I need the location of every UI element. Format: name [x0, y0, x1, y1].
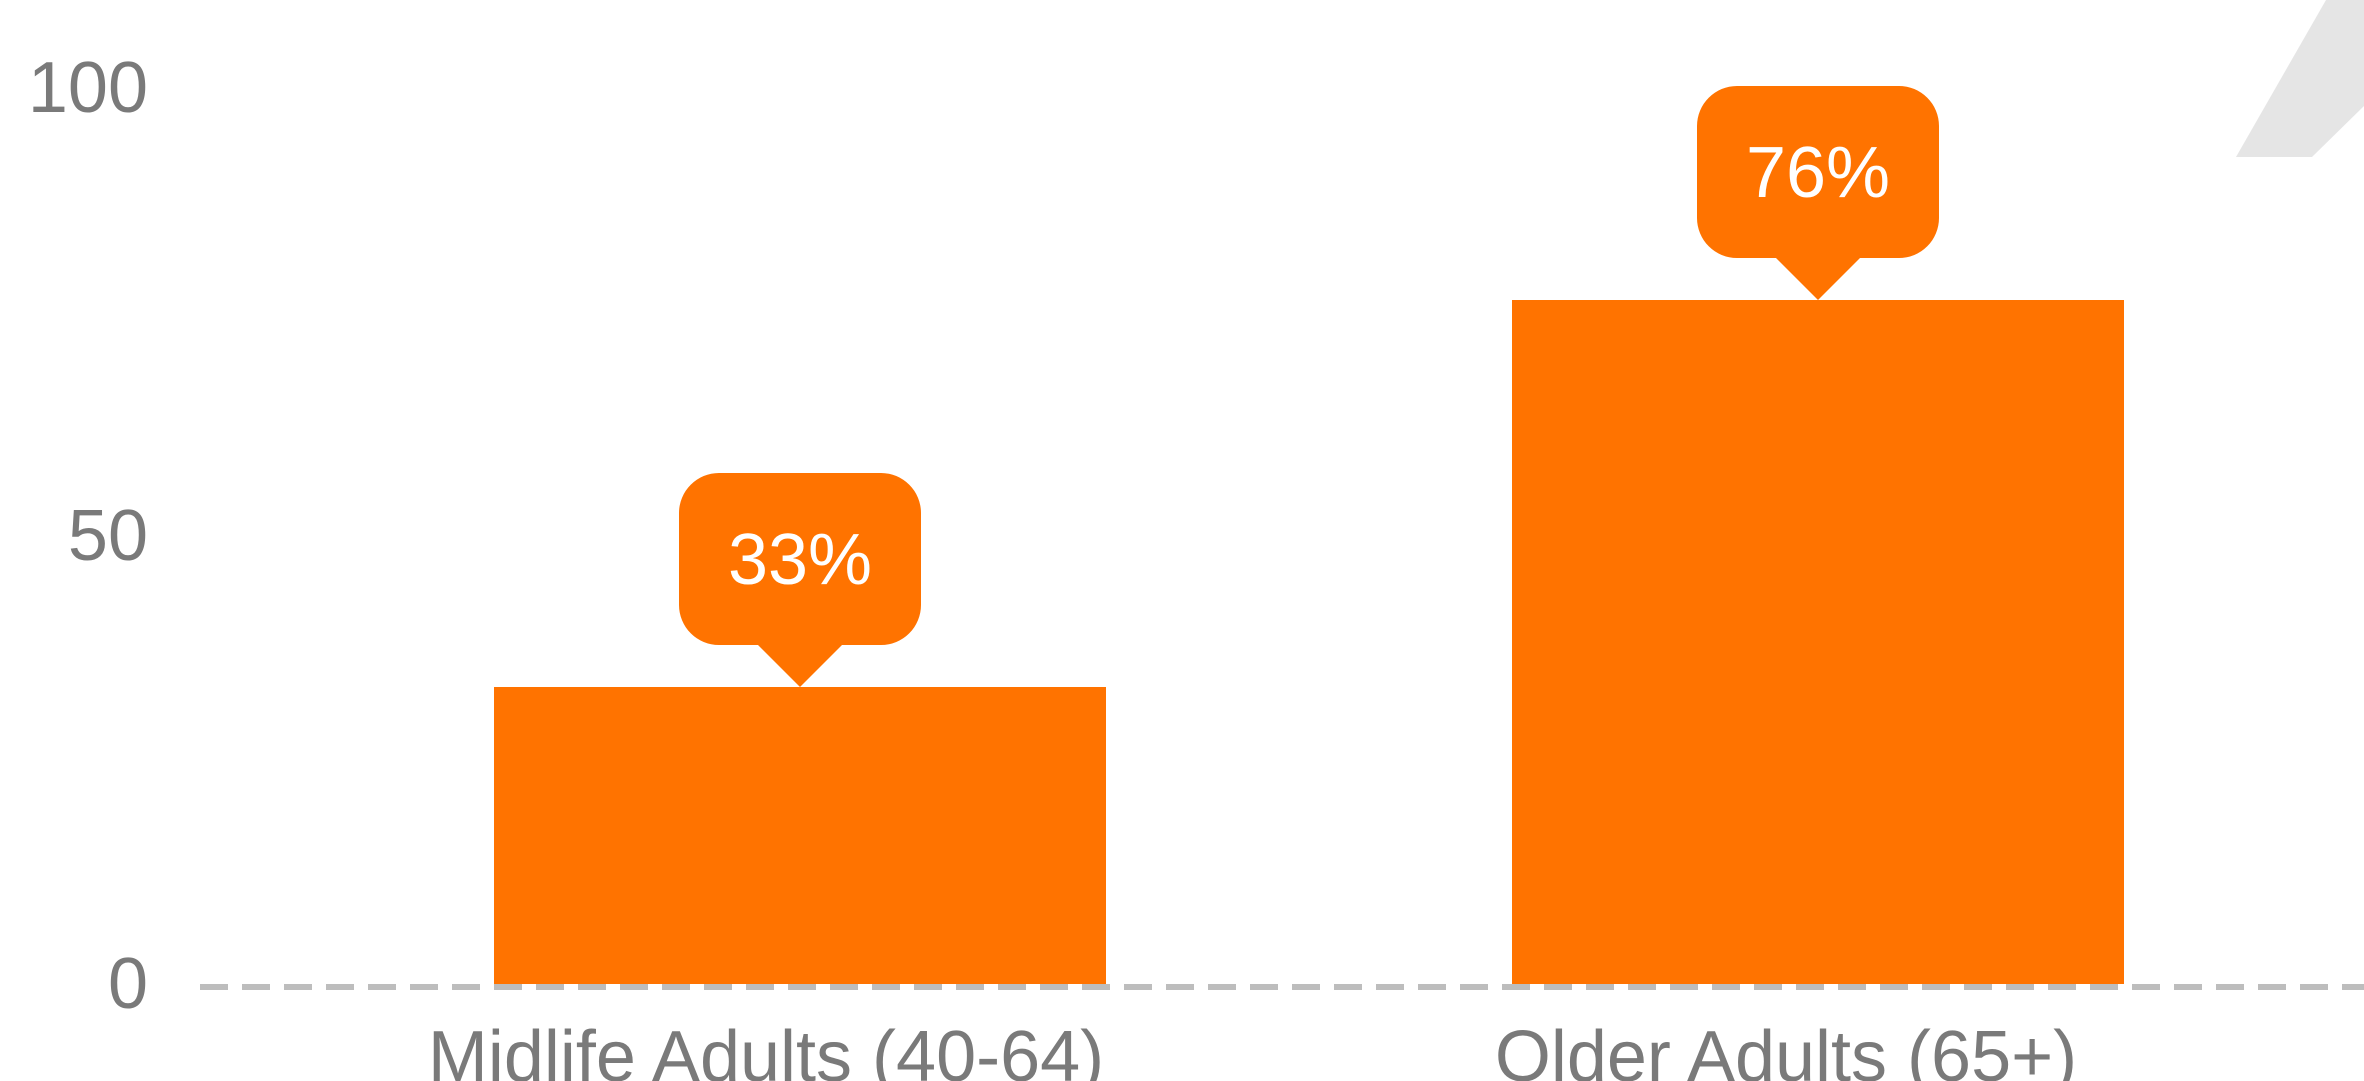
data-label-callout: [679, 473, 921, 687]
bar-older-adults: [1512, 300, 2124, 984]
data-label: 76%: [1746, 133, 1890, 213]
data-label: 33%: [728, 520, 872, 600]
y-axis-ticks: 0 50 100: [28, 48, 148, 1024]
bar-midlife-adults: [494, 687, 1106, 984]
y-tick-label: 100: [28, 48, 148, 128]
y-tick-label: 50: [68, 496, 148, 576]
category-labels: Midlife Adults (40-64) Older Adults (65+…: [428, 1017, 2077, 1081]
category-label-midlife-adults: Midlife Adults (40-64): [428, 1017, 1104, 1081]
corner-decoration-shape: [2236, 0, 2364, 157]
category-label-older-adults: Older Adults (65+): [1495, 1017, 2077, 1081]
bar-series: [494, 300, 2124, 984]
data-label-callouts: 33% 76%: [679, 86, 1939, 687]
y-tick-label: 0: [108, 944, 148, 1024]
data-label-callout: [1697, 86, 1939, 300]
